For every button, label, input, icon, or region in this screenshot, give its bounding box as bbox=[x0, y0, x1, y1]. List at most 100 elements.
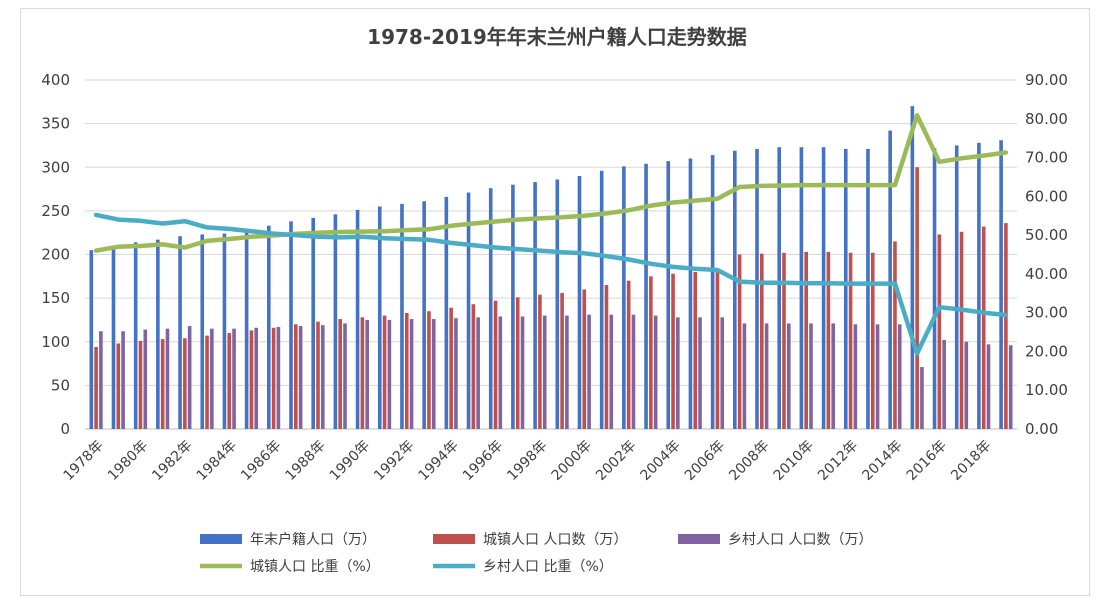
left-tick-label: 250 bbox=[41, 202, 70, 220]
bar bbox=[404, 312, 409, 429]
bar bbox=[910, 106, 915, 430]
x-tick-label: 1980年 bbox=[105, 438, 151, 484]
bar bbox=[671, 273, 675, 429]
left-tick-label: 50 bbox=[51, 376, 70, 394]
bar bbox=[688, 158, 693, 429]
bar bbox=[843, 148, 848, 430]
bar bbox=[698, 317, 702, 429]
bar bbox=[333, 214, 338, 429]
x-tick-label: 2002年 bbox=[593, 438, 639, 484]
bar bbox=[276, 326, 281, 429]
bar bbox=[986, 344, 991, 429]
bar bbox=[343, 323, 347, 429]
lines bbox=[93, 113, 1009, 356]
bar-series bbox=[94, 167, 1008, 429]
bar bbox=[298, 326, 303, 429]
x-axis: 1978年1980年1982年1984年1986年1988年1990年1992年… bbox=[61, 438, 995, 484]
x-tick-label: 1990年 bbox=[327, 438, 373, 484]
bar bbox=[582, 289, 587, 429]
bar bbox=[133, 242, 138, 429]
bar bbox=[782, 252, 786, 429]
bar bbox=[653, 315, 658, 429]
bar bbox=[560, 292, 564, 429]
bar bbox=[160, 339, 165, 429]
bar bbox=[893, 241, 897, 429]
x-tick-label: 1978年 bbox=[61, 438, 107, 484]
bar bbox=[609, 314, 614, 429]
bar bbox=[178, 236, 182, 429]
bar bbox=[538, 294, 542, 429]
right-tick-label: 50.00 bbox=[1025, 226, 1068, 244]
bar bbox=[888, 130, 892, 430]
bar bbox=[466, 192, 471, 429]
x-tick-label: 2014年 bbox=[859, 438, 905, 484]
bar bbox=[787, 323, 791, 429]
bar bbox=[626, 280, 631, 429]
bar bbox=[476, 317, 480, 429]
x-tick-label: 2008年 bbox=[726, 438, 772, 484]
bar bbox=[915, 167, 919, 429]
bar bbox=[804, 251, 808, 429]
bar bbox=[676, 317, 680, 429]
left-tick-label: 100 bbox=[41, 333, 70, 351]
bar-series bbox=[99, 314, 1013, 429]
bar bbox=[267, 225, 271, 429]
bar bbox=[826, 251, 831, 429]
bar bbox=[377, 206, 382, 429]
series-line bbox=[93, 212, 1009, 356]
bar bbox=[99, 331, 103, 429]
bar bbox=[760, 253, 764, 429]
x-tick-label: 2010年 bbox=[771, 438, 817, 484]
legend-label: 年末户籍人口（万） bbox=[250, 531, 376, 548]
x-tick-label: 2000年 bbox=[549, 438, 595, 484]
bar-series bbox=[89, 106, 1003, 430]
bar bbox=[981, 226, 986, 429]
bar bbox=[165, 328, 170, 429]
legend-label: 乡村人口 人口数（万） bbox=[728, 532, 872, 548]
bars bbox=[89, 106, 1013, 430]
bar bbox=[493, 300, 498, 429]
bar bbox=[959, 231, 964, 429]
x-tick-label: 1988年 bbox=[282, 438, 328, 484]
bar bbox=[254, 327, 259, 429]
bar bbox=[742, 323, 747, 429]
bar bbox=[954, 145, 959, 429]
x-tick-label: 2004年 bbox=[637, 438, 683, 484]
bar bbox=[809, 323, 813, 429]
left-tick-label: 400 bbox=[41, 71, 70, 89]
bar bbox=[511, 184, 515, 429]
bar bbox=[764, 323, 769, 429]
bar bbox=[471, 304, 476, 429]
bar bbox=[222, 233, 227, 429]
bar bbox=[870, 252, 875, 429]
right-tick-label: 90.00 bbox=[1025, 71, 1068, 89]
bar bbox=[599, 170, 604, 430]
bar bbox=[422, 201, 426, 429]
bar bbox=[143, 329, 148, 429]
bar bbox=[200, 234, 205, 429]
bar bbox=[577, 175, 582, 429]
x-tick-label: 2006年 bbox=[682, 438, 728, 484]
bar bbox=[454, 318, 458, 429]
bar bbox=[710, 155, 715, 429]
bar bbox=[1004, 223, 1008, 429]
right-tick-label: 70.00 bbox=[1025, 149, 1068, 167]
right-tick-label: 40.00 bbox=[1025, 265, 1068, 283]
bar bbox=[338, 319, 342, 429]
x-tick-label: 2012年 bbox=[815, 438, 861, 484]
bar bbox=[920, 367, 924, 429]
bar bbox=[555, 179, 560, 429]
bar bbox=[622, 166, 626, 429]
bar bbox=[400, 203, 404, 429]
bar bbox=[138, 340, 143, 429]
bar bbox=[666, 161, 671, 429]
left-tick-label: 0 bbox=[60, 420, 70, 438]
bar bbox=[866, 148, 870, 430]
bar bbox=[720, 317, 725, 429]
bar bbox=[937, 234, 942, 429]
bar bbox=[249, 330, 254, 429]
bar bbox=[232, 328, 236, 429]
bar bbox=[897, 324, 902, 429]
bar bbox=[409, 319, 414, 429]
